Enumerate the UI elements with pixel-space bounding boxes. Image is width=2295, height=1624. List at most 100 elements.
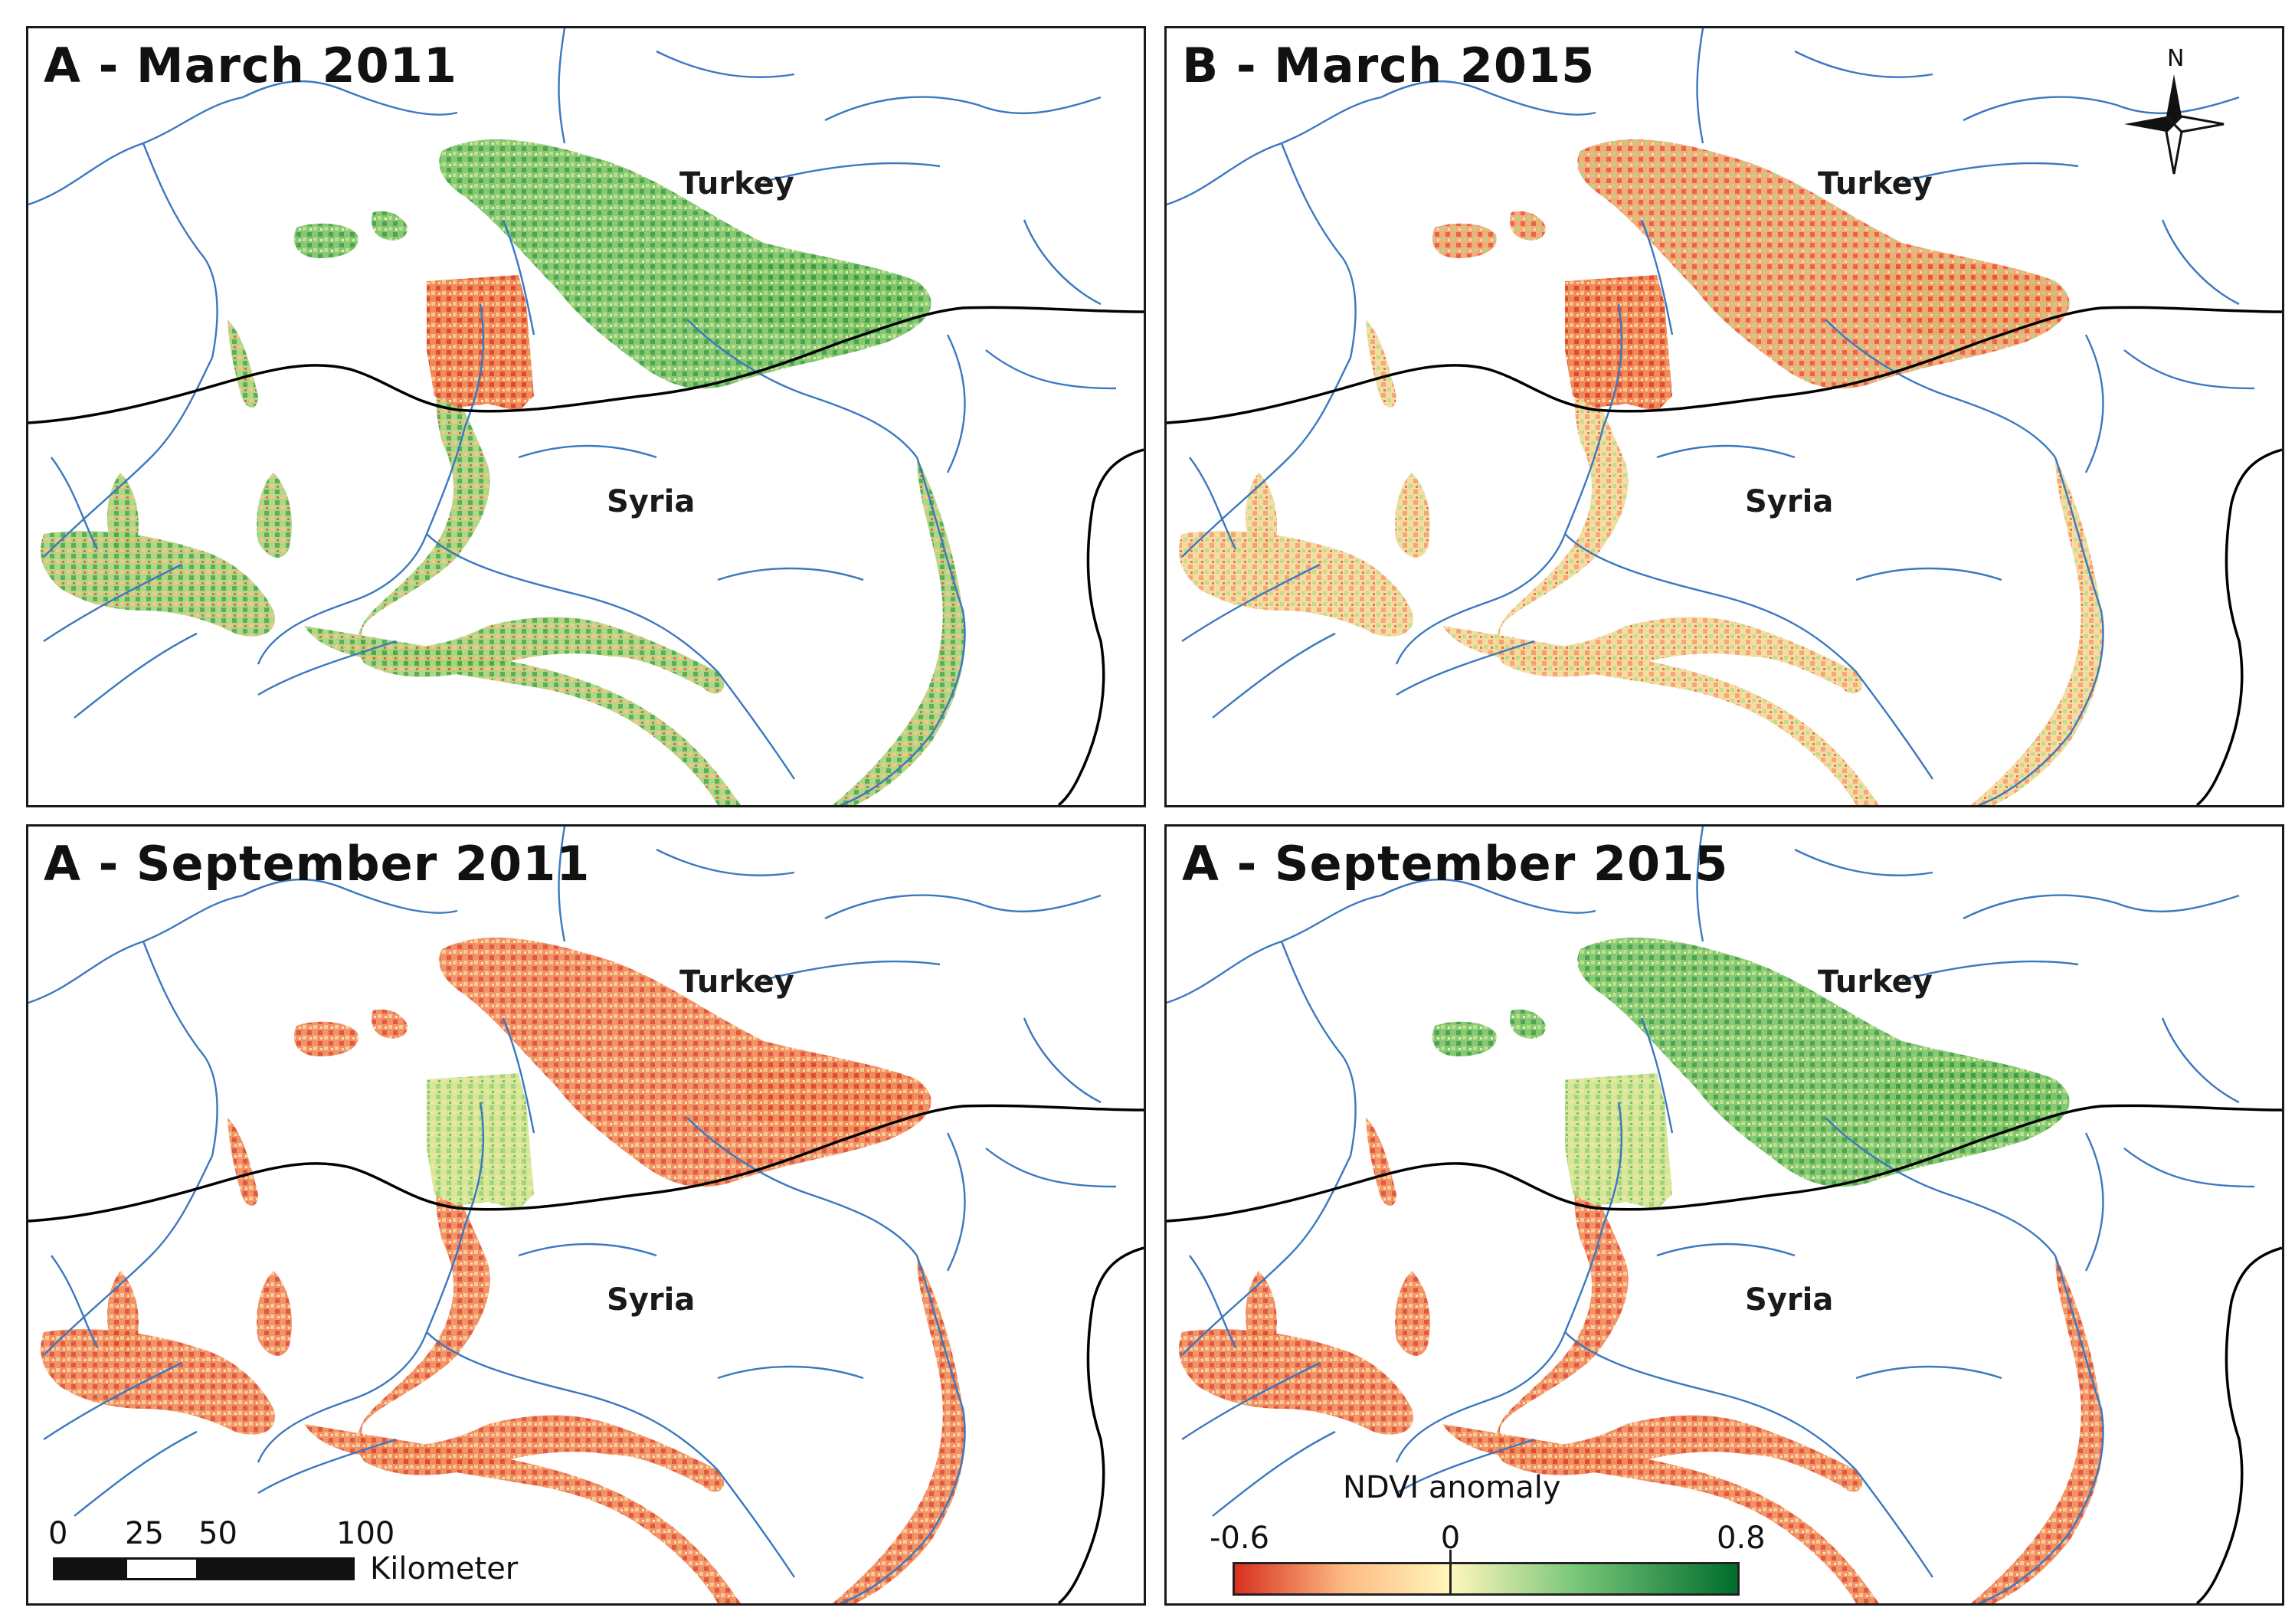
cropland-patch [228, 1118, 258, 1206]
river [518, 1243, 657, 1257]
river [1181, 1155, 1352, 1356]
river [763, 960, 941, 981]
river [1825, 1117, 2056, 1256]
river [656, 848, 795, 876]
cropland-patch [1878, 1056, 2057, 1138]
river [1794, 848, 1933, 876]
scale-tick-label: 100 [336, 1516, 395, 1551]
map-panel-september-2011: A - September 2011 Turkey Syria 0 25 50 100 Kil… [26, 824, 1146, 1606]
river [257, 640, 397, 696]
river [1181, 1361, 1321, 1440]
river [1963, 96, 2240, 122]
river [242, 80, 458, 116]
cropland-patch [107, 473, 139, 558]
cropland-patch [1366, 1118, 1396, 1206]
river [1563, 1102, 1623, 1333]
scale-segment [53, 1557, 125, 1580]
river [1395, 1331, 1567, 1463]
cropland-patch [1510, 211, 1546, 241]
panel-title: A - March 2011 [44, 38, 458, 93]
river-network [1167, 28, 2255, 805]
panel-title: A - September 2011 [44, 836, 591, 892]
river [74, 1430, 198, 1517]
river [717, 567, 864, 581]
river [142, 941, 218, 1157]
river [257, 1438, 397, 1495]
cropland-patch [372, 1009, 408, 1039]
river [1640, 1017, 1674, 1134]
river [2123, 349, 2255, 390]
river [43, 357, 214, 558]
cropland-patch [357, 365, 725, 694]
river [2084, 334, 2104, 473]
cropland-patch [293, 223, 358, 258]
river [28, 894, 244, 1004]
river [51, 1255, 99, 1348]
cropland-areas [1179, 937, 2103, 1603]
river [1656, 1243, 1796, 1257]
cropland-patch [740, 1056, 918, 1138]
syria-iraq-border [2195, 1246, 2282, 1603]
cropland-areas [1179, 139, 2103, 805]
river [1280, 142, 1357, 359]
cropland-patch [304, 1424, 741, 1603]
cropland-patch [1495, 1164, 1863, 1492]
cropland-patch [372, 211, 408, 241]
map-canvas [28, 827, 1144, 1603]
river [840, 457, 966, 805]
river [2161, 219, 2240, 306]
river [1901, 162, 2079, 183]
river [985, 349, 1117, 390]
cropland-patch [1366, 319, 1396, 408]
legend-zero-tick [1449, 1550, 1452, 1596]
river [51, 457, 99, 550]
cropland-patch [1442, 1424, 1879, 1603]
river [763, 162, 941, 183]
river [425, 1102, 485, 1333]
river [1855, 1365, 2002, 1380]
river [2084, 1132, 2104, 1272]
country-label-syria: Syria [607, 484, 696, 519]
river [74, 632, 198, 719]
cropland-patch [1395, 473, 1430, 558]
river-network [28, 827, 1117, 1603]
river [43, 1155, 214, 1356]
cropland-patch [257, 1271, 292, 1356]
country-label-turkey: Turkey [679, 166, 794, 201]
cropland-patch [304, 626, 741, 805]
river [2161, 1017, 2240, 1104]
river [1023, 1017, 1102, 1104]
river [1963, 894, 2240, 920]
river [1380, 80, 1596, 116]
river [1396, 640, 1535, 696]
map-panel-march-2011: A - March 2011 Turkey Syria [26, 26, 1146, 807]
map-panel-september-2015: A - September 2015 Turkey Syria NDVI anomal… [1164, 824, 2284, 1606]
river [426, 533, 795, 780]
river [1978, 457, 2104, 805]
legend-tick-label: 0.8 [1717, 1521, 1766, 1556]
map-canvas [1167, 28, 2282, 805]
river [1563, 303, 1623, 535]
river [1280, 941, 1357, 1157]
irrigation-block [1565, 1073, 1672, 1210]
cropland-patch [357, 1164, 725, 1492]
river-network [1167, 827, 2255, 1603]
cropland-patch [228, 319, 258, 408]
river [2123, 1148, 2255, 1188]
river [518, 444, 657, 459]
cropland-patch [1971, 457, 2103, 805]
cropland-patch [833, 1256, 965, 1603]
river [43, 563, 182, 642]
river [142, 142, 218, 359]
syria-iraq-border [1057, 1246, 1144, 1603]
cropland-patch [107, 1271, 139, 1356]
turkey-syria-border [28, 1104, 1144, 1223]
cropland-patch [1179, 1329, 1413, 1435]
river [1189, 1255, 1237, 1348]
river [1181, 563, 1321, 642]
river [1825, 319, 2056, 458]
river [985, 1148, 1117, 1188]
map-canvas [1167, 827, 2282, 1603]
river [1212, 632, 1336, 719]
river [1181, 357, 1352, 558]
